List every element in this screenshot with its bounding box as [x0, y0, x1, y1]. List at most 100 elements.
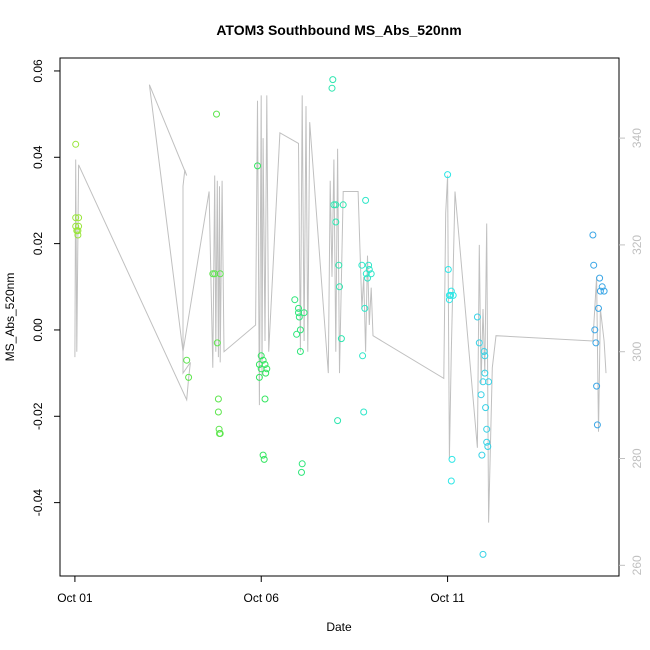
right-y-axis: 260 280 300 320 340 [619, 128, 644, 575]
data-point [365, 261, 373, 269]
data-point [444, 266, 452, 273]
y-axis-title: MS_Abs_520nm [3, 273, 17, 362]
y-tick-label: 0.06 [31, 59, 45, 83]
data-point [447, 287, 455, 295]
data-point [215, 425, 223, 433]
data-point [75, 222, 83, 230]
data-point [185, 373, 193, 381]
data-point [74, 231, 82, 239]
data-point [445, 296, 453, 304]
data-point [593, 382, 601, 390]
data-point [329, 76, 337, 84]
chart-title: ATOM3 Southbound MS_Abs_520nm [216, 22, 461, 38]
data-point [337, 335, 345, 343]
data-point [328, 84, 336, 92]
data-point [263, 365, 271, 373]
data-point [482, 404, 490, 412]
data-point [477, 391, 485, 399]
data-point [481, 352, 489, 360]
data-point [339, 201, 347, 209]
data-point [298, 460, 306, 468]
data-point [254, 162, 261, 170]
data-point [214, 408, 222, 416]
data-point [183, 356, 191, 364]
data-point [213, 339, 221, 347]
y-tick-label: -0.04 [31, 489, 45, 517]
x-axis: Oct 01 Oct 06 Oct 11 [57, 576, 465, 605]
data-point [596, 287, 604, 295]
data-point [332, 201, 340, 209]
data-point [481, 369, 489, 377]
data-point [296, 326, 304, 334]
data-point [260, 455, 268, 463]
data-point [596, 274, 604, 282]
data-point [478, 451, 486, 459]
data-point [72, 222, 80, 230]
data-point [600, 287, 608, 295]
data-point [364, 274, 371, 282]
data-point [257, 352, 265, 360]
data-point [590, 261, 598, 269]
data-point [473, 313, 481, 321]
data-point [255, 373, 263, 381]
data-point [261, 395, 269, 403]
series-line [74, 84, 607, 523]
data-point [589, 231, 597, 239]
y2-tick-label: 280 [630, 448, 644, 468]
data-point [593, 421, 601, 429]
data-point [485, 378, 493, 386]
data-point [296, 348, 304, 355]
data-point [261, 361, 269, 368]
data-point [361, 304, 369, 312]
y2-tick-label: 300 [630, 341, 644, 361]
data-point [448, 455, 456, 463]
data-point [216, 430, 224, 437]
data-point [358, 261, 366, 269]
data-point [367, 270, 375, 278]
y-tick-label: -0.02 [31, 402, 45, 430]
data-point [598, 283, 606, 291]
x-tick-label: Oct 06 [244, 591, 280, 605]
data-point [72, 140, 80, 148]
data-point [209, 270, 217, 278]
data-point [330, 201, 338, 209]
plot-frame [59, 57, 620, 577]
data-point [298, 468, 305, 476]
y2-tick-label: 340 [630, 128, 644, 148]
y2-tick-label: 320 [630, 235, 644, 255]
data-point [480, 348, 488, 355]
data-point [213, 110, 220, 118]
data-point [335, 261, 343, 269]
data-point [359, 352, 367, 360]
data-point [295, 304, 302, 312]
data-point [336, 283, 343, 291]
x-tick-label: Oct 01 [57, 591, 93, 605]
data-point [362, 196, 370, 204]
data-point [334, 417, 342, 425]
y-axis: -0.04 -0.02 0.00 0.02 0.04 0.06 [31, 59, 60, 516]
x-axis-title: Date [326, 620, 352, 634]
x-tick-label: Oct 11 [430, 591, 465, 605]
data-point [483, 438, 491, 446]
data-point [74, 227, 82, 235]
data-point [592, 339, 600, 347]
data-point [447, 477, 455, 485]
data-point [259, 356, 267, 364]
data-point [447, 291, 455, 299]
data-point [475, 339, 483, 347]
data-point [216, 270, 224, 278]
data-point [295, 313, 303, 321]
y-tick-label: 0.02 [31, 232, 45, 256]
data-point [591, 326, 599, 334]
data-point [365, 266, 373, 273]
data-point [300, 309, 308, 317]
data-point [595, 304, 602, 312]
data-point [483, 425, 491, 433]
y-tick-label: 0.04 [31, 145, 45, 169]
y2-tick-label: 260 [630, 555, 644, 575]
data-point [75, 214, 83, 222]
data-point [444, 171, 452, 179]
y-tick-label: 0.00 [31, 318, 45, 342]
data-point [293, 330, 301, 338]
